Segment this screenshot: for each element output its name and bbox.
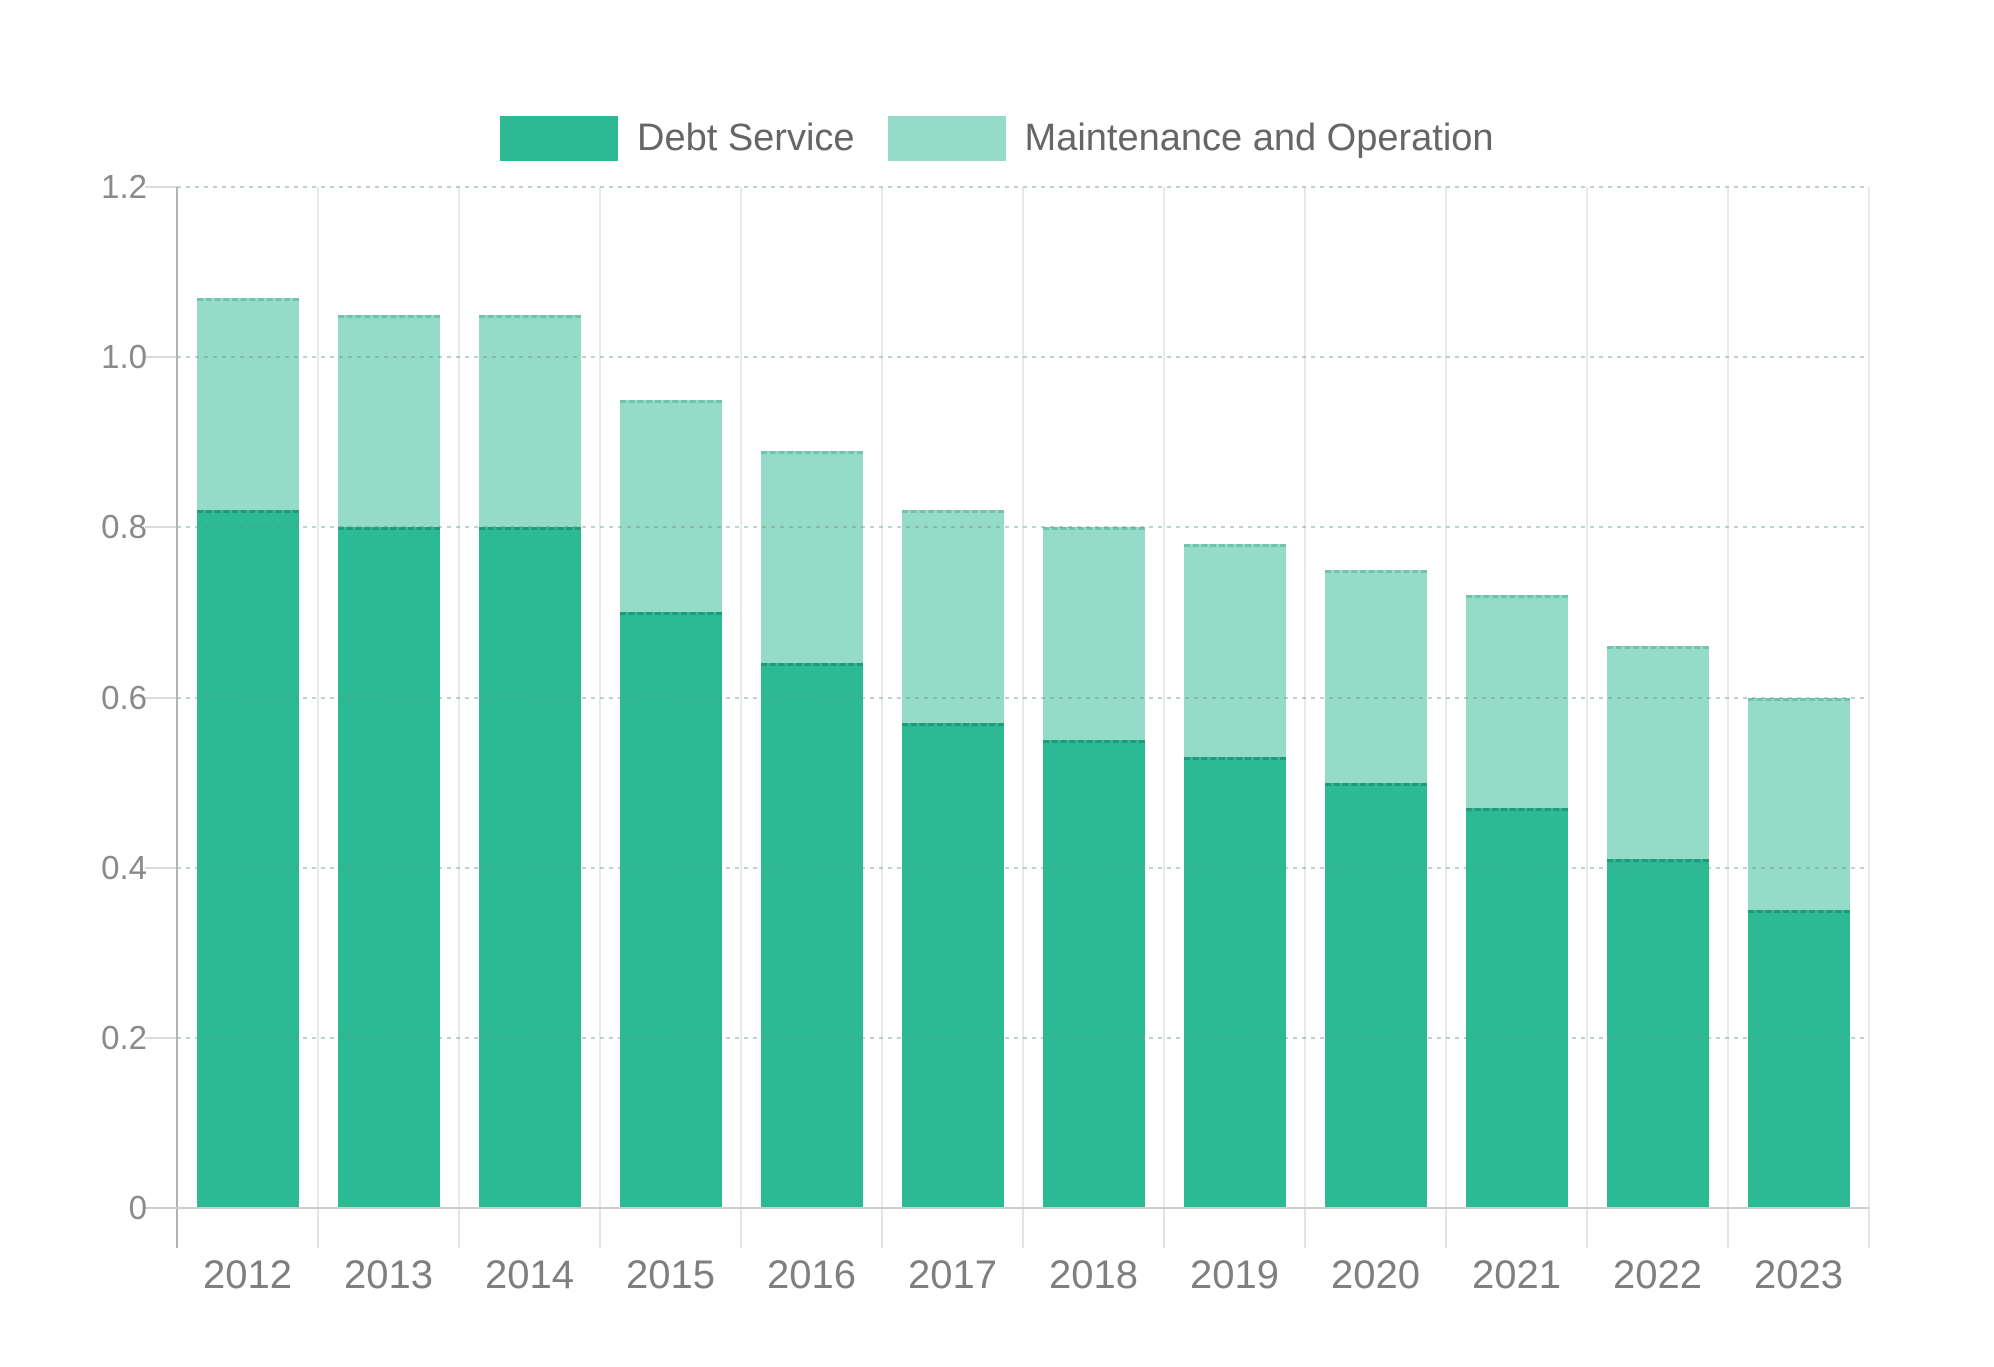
x-axis-label-2019: 2019 <box>1190 1253 1279 1297</box>
legend-item-maintenance-and-operation[interactable]: Maintenance and Operation <box>887 116 1494 161</box>
x-axis-label-2018: 2018 <box>1049 1253 1138 1297</box>
gridline-y-0.6 <box>177 696 1869 699</box>
legend-label-debt-service: Debt Service <box>637 117 855 159</box>
maintenance-and-operation-swatch-icon <box>887 116 1006 161</box>
bar-2018-debt-service[interactable] <box>1042 740 1145 1208</box>
bar-2014-debt-service[interactable] <box>478 527 581 1208</box>
bar-2016-debt-service[interactable] <box>760 663 863 1208</box>
gridline-x-boundary <box>458 187 460 1208</box>
bar-2022-maintenance-and-operation[interactable] <box>1606 646 1709 860</box>
x-axis-label-2014: 2014 <box>485 1253 574 1297</box>
x-axis-tick <box>1163 1208 1165 1248</box>
bar-2022-debt-service[interactable] <box>1606 859 1709 1208</box>
y-axis-tick <box>145 866 177 869</box>
x-axis-tick <box>1304 1208 1306 1248</box>
gridline-x-boundary <box>317 187 319 1208</box>
x-axis-tick <box>599 1208 601 1248</box>
bar-2019-maintenance-and-operation[interactable] <box>1183 544 1286 758</box>
y-axis-tick-label: 1.0 <box>101 338 147 376</box>
gridline-y-0.4 <box>177 866 1869 869</box>
gridline-x-boundary <box>1445 187 1447 1208</box>
y-axis-tick <box>145 356 177 359</box>
y-axis-line <box>176 187 178 1248</box>
bar-2013-debt-service[interactable] <box>337 527 440 1208</box>
gridline-y-1.0 <box>177 356 1869 359</box>
x-axis-tick <box>1445 1208 1447 1248</box>
x-axis-label-2022: 2022 <box>1613 1253 1702 1297</box>
x-axis-label-2017: 2017 <box>908 1253 997 1297</box>
bar-2014-maintenance-and-operation[interactable] <box>478 314 581 528</box>
x-axis-label-2012: 2012 <box>203 1253 292 1297</box>
y-axis-tick-label: 0.4 <box>101 848 147 886</box>
gridline-x-boundary <box>740 187 742 1208</box>
bar-2021-maintenance-and-operation[interactable] <box>1465 595 1568 809</box>
legend: Debt Service Maintenance and Operation <box>500 116 1494 161</box>
x-axis-tick <box>881 1208 883 1248</box>
gridline-x-boundary <box>1163 187 1165 1208</box>
y-axis-tick <box>145 186 177 188</box>
y-axis-tick-label: 0 <box>128 1189 147 1226</box>
x-axis-label-2016: 2016 <box>767 1253 856 1297</box>
y-axis-tick-label: 0.6 <box>101 678 147 716</box>
gridline-x-boundary <box>599 187 601 1208</box>
y-axis-tick-label: 0.2 <box>101 1018 147 1056</box>
gridline-x-boundary <box>1586 187 1588 1208</box>
bar-2017-debt-service[interactable] <box>901 723 1004 1208</box>
x-axis-tick <box>740 1208 742 1248</box>
x-axis-tick <box>1022 1208 1024 1248</box>
bar-2021-debt-service[interactable] <box>1465 808 1568 1208</box>
bar-2015-debt-service[interactable] <box>619 612 722 1208</box>
gridline-y-0.2 <box>177 1036 1869 1039</box>
bar-2020-maintenance-and-operation[interactable] <box>1324 569 1427 783</box>
x-axis-line <box>145 1207 1869 1209</box>
x-axis-tick <box>1727 1208 1729 1248</box>
gridline-y-1.2 <box>177 186 1869 188</box>
bar-2019-debt-service[interactable] <box>1183 757 1286 1208</box>
debt-service-swatch-icon <box>500 116 618 161</box>
y-axis-tick-label: 1.2 <box>101 168 147 205</box>
x-axis-label-2023: 2023 <box>1754 1253 1843 1297</box>
x-axis-label-2020: 2020 <box>1331 1253 1420 1297</box>
bar-2023-maintenance-and-operation[interactable] <box>1747 697 1850 911</box>
y-axis-tick <box>145 696 177 699</box>
x-axis-label-2021: 2021 <box>1472 1253 1561 1297</box>
bar-2013-maintenance-and-operation[interactable] <box>337 314 440 528</box>
bar-2016-maintenance-and-operation[interactable] <box>760 450 863 664</box>
y-axis-tick <box>145 1036 177 1039</box>
legend-item-debt-service[interactable]: Debt Service <box>500 116 855 161</box>
x-axis-tick <box>317 1208 319 1248</box>
bar-2023-debt-service[interactable] <box>1747 910 1850 1208</box>
y-axis-tick-label: 0.8 <box>101 508 147 546</box>
gridline-y-0.8 <box>177 526 1869 529</box>
x-axis-tick <box>1586 1208 1588 1248</box>
x-axis-label-2013: 2013 <box>344 1253 433 1297</box>
gridline-x-boundary <box>1727 187 1729 1208</box>
gridline-x-boundary <box>881 187 883 1208</box>
legend-label-maintenance-and-operation: Maintenance and Operation <box>1024 117 1494 159</box>
bar-2017-maintenance-and-operation[interactable] <box>901 510 1004 724</box>
bar-2012-debt-service[interactable] <box>196 510 299 1208</box>
bar-2015-maintenance-and-operation[interactable] <box>619 399 722 613</box>
x-axis-tick <box>1868 1208 1870 1248</box>
bar-2012-maintenance-and-operation[interactable] <box>196 297 299 511</box>
bar-2020-debt-service[interactable] <box>1324 782 1427 1208</box>
bar-2018-maintenance-and-operation[interactable] <box>1042 527 1145 741</box>
x-axis-label-2015: 2015 <box>626 1253 715 1297</box>
gridline-x-boundary <box>1868 187 1870 1208</box>
y-axis-tick <box>145 526 177 529</box>
x-axis-tick <box>458 1208 460 1248</box>
gridline-x-boundary <box>1022 187 1024 1208</box>
gridline-x-boundary <box>1304 187 1306 1208</box>
